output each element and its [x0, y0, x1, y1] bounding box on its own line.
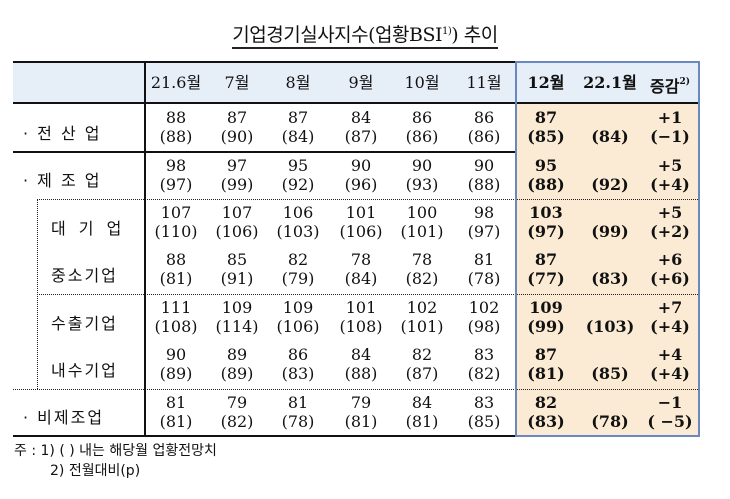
cell: 107 (110): [154, 203, 198, 241]
cell: 107 (106): [215, 203, 259, 241]
cell: 79 (82): [220, 393, 254, 431]
row-label-smes: 중소기업: [51, 266, 118, 285]
table-header-row: [13, 61, 700, 104]
cell: 84 (87): [344, 108, 378, 146]
footnotes: 주 : 1) ( ) 내는 해당월 업황전망치 2) 전월대비(p): [14, 441, 217, 481]
cell: 103 (97): [527, 203, 565, 241]
highlight-border: [515, 61, 700, 437]
cell: 82 (87): [405, 345, 439, 383]
cell: 102 (101): [400, 298, 444, 336]
cell: 89 (89): [220, 345, 254, 383]
row-label-manufacturing: · 제 조 업: [23, 171, 102, 190]
cell: 86 (83): [281, 345, 315, 383]
cell: (99): [591, 222, 629, 241]
cell-change: −1( −5): [647, 393, 693, 431]
header-col-22-1: 22.1월: [583, 73, 637, 92]
cell: 100 (101): [400, 203, 444, 241]
cell: 95 (88): [527, 156, 565, 194]
header-col-21-6: 21.6월: [150, 73, 202, 92]
cell-change: +1 (−1): [650, 108, 690, 146]
header-col-10: 10월: [404, 73, 440, 92]
cell-change: +4 (+4): [650, 345, 690, 383]
dotted-divider: [37, 199, 700, 200]
cell: 109 (106): [276, 298, 320, 336]
cell: 87 (90): [220, 108, 254, 146]
row-divider: [13, 151, 515, 153]
row-label-exporters: 수출기업: [51, 314, 118, 333]
highlight-background: [515, 104, 700, 437]
cell: 78 (84): [344, 250, 378, 288]
cell: 90 (88): [467, 156, 501, 194]
cell: (83): [591, 269, 629, 288]
cell: 106 (103): [276, 203, 320, 241]
cell: 79 (81): [344, 393, 378, 431]
header-col-12: 12월: [527, 73, 565, 92]
cell: 85 (91): [220, 250, 254, 288]
header-col-11: 11월: [466, 73, 502, 92]
cell: 101 (106): [339, 203, 383, 241]
header-col-7: 7월: [224, 73, 250, 92]
cell: 84 (81): [405, 393, 439, 431]
cell: 88 (88): [159, 108, 193, 146]
cell: 90 (93): [405, 156, 439, 194]
cell: (85): [591, 364, 629, 383]
cell: 78 (82): [405, 250, 439, 288]
cell: 95 (92): [281, 156, 315, 194]
cell: 87 (85): [527, 108, 565, 146]
cell: 109 (99): [527, 298, 565, 336]
cell-change: +5 (+4): [650, 156, 690, 194]
cell-change: +7 (+4): [650, 298, 690, 336]
cell: 82 (79): [281, 250, 315, 288]
footnote-2: 2) 전월대비(p): [50, 463, 141, 479]
cell: 90 (96): [344, 156, 378, 194]
cell-change: +5 (+2): [650, 203, 690, 241]
cell: 97 (99): [220, 156, 254, 194]
cell: 82 (83): [527, 393, 565, 431]
row-label-large-firms: 대 기 업: [51, 219, 126, 238]
cell: 109 (114): [215, 298, 259, 336]
cell: (92): [591, 175, 629, 194]
cell: 88 (81): [159, 250, 193, 288]
dotted-subgroup-border: [37, 199, 38, 389]
cell: 87 (77): [527, 250, 565, 288]
cell: (78): [591, 412, 629, 431]
row-label-non-manufacturing: · 비제조업: [23, 408, 105, 427]
cell: 86 (86): [405, 108, 439, 146]
cell: 81 (78): [467, 250, 501, 288]
cell: (103): [585, 317, 635, 336]
cell: 87 (84): [281, 108, 315, 146]
header-col-change: 증감2): [650, 77, 690, 96]
cell: 87 (81): [527, 345, 565, 383]
header-col-8: 8월: [285, 73, 311, 92]
cell: 86 (86): [467, 108, 501, 146]
cell: 90 (89): [159, 345, 193, 383]
table-bottom-border: [13, 435, 515, 437]
cell: 111 (108): [154, 298, 198, 336]
dotted-divider: [13, 389, 700, 390]
cell: 83 (82): [467, 345, 501, 383]
row-label-domestic-firms: 내수기업: [51, 361, 118, 380]
cell: 83 (85): [467, 393, 501, 431]
cell: 101 (108): [339, 298, 383, 336]
label-column-divider: [144, 61, 146, 437]
cell: 81 (81): [159, 393, 193, 431]
cell: 102 (98): [467, 298, 501, 336]
cell: 98 (97): [467, 203, 501, 241]
cell-change: +6 (+6): [650, 250, 690, 288]
row-label-all-industries: · 전 산 업: [23, 124, 102, 143]
cell: 81 (78): [281, 393, 315, 431]
footnote-1: 주 : 1) ( ) 내는 해당월 업황전망치: [14, 443, 217, 459]
header-col-9: 9월: [348, 73, 374, 92]
cell: 84 (88): [344, 345, 378, 383]
table-title: 기업경기실사지수(업황BSI1)) 추이: [0, 20, 730, 49]
bsi-table: 21.6월 7월 8월 9월 10월 11월 12월 22.1월 증감2) · …: [13, 61, 700, 437]
cell: (84): [591, 127, 629, 146]
dotted-divider: [37, 294, 700, 295]
cell: 98 (97): [159, 156, 193, 194]
